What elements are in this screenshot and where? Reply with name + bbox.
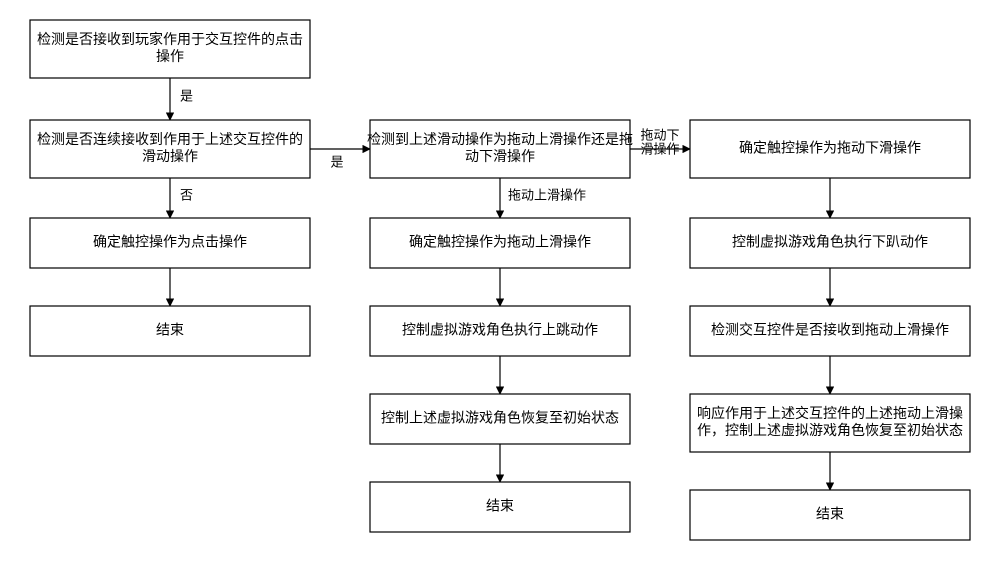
flow-node-a4: 结束 (30, 306, 310, 356)
flow-node-a1: 检测是否接收到玩家作用于交互控件的点击操作 (30, 20, 310, 78)
flow-node-text: 响应作用于上述交互控件的上述拖动上滑操 (697, 405, 963, 421)
flow-edge-label: 滑操作 (640, 141, 679, 156)
flow-node-text: 动下滑操作 (465, 148, 535, 164)
flow-node-c4: 响应作用于上述交互控件的上述拖动上滑操作，控制上述虚拟游戏角色恢复至初始状态 (690, 394, 970, 452)
flow-edge-label: 是 (330, 154, 343, 169)
flow-node-b3: 控制虚拟游戏角色执行上跳动作 (370, 306, 630, 356)
flow-node-text: 检测交互控件是否接收到拖动上滑操作 (711, 322, 949, 338)
flowchart-canvas: 是否是拖动上滑操作拖动下滑操作 检测是否接收到玩家作用于交互控件的点击操作检测是… (0, 0, 1000, 566)
flow-node-text: 操作 (156, 48, 184, 64)
flow-edge-label: 是 (180, 88, 193, 103)
flow-node-text: 控制虚拟游戏角色执行上跳动作 (402, 322, 598, 338)
flow-node-b2: 确定触控操作为拖动上滑操作 (370, 218, 630, 268)
flow-node-a2: 检测是否连续接收到作用于上述交互控件的滑动操作 (30, 120, 310, 178)
flow-node-c2: 控制虚拟游戏角色执行下趴动作 (690, 218, 970, 268)
flow-node-text: 控制虚拟游戏角色执行下趴动作 (732, 234, 928, 250)
flow-edge-label: 否 (180, 187, 193, 202)
flow-node-c3: 检测交互控件是否接收到拖动上滑操作 (690, 306, 970, 356)
flow-node-c1: 确定触控操作为拖动下滑操作 (690, 120, 970, 178)
flow-node-text: 确定触控操作为点击操作 (93, 234, 247, 250)
flow-node-text: 检测是否接收到玩家作用于交互控件的点击 (37, 31, 303, 47)
flow-node-b4: 控制上述虚拟游戏角色恢复至初始状态 (370, 394, 630, 444)
flow-node-text: 结束 (156, 322, 184, 338)
flow-node-text: 检测到上述滑动操作为拖动上滑操作还是拖 (367, 131, 633, 147)
flow-node-text: 结束 (816, 506, 844, 522)
flow-node-a3: 确定触控操作为点击操作 (30, 218, 310, 268)
flow-node-text: 结束 (486, 498, 514, 514)
flow-node-text: 确定触控操作为拖动上滑操作 (409, 234, 591, 250)
flow-node-text: 控制上述虚拟游戏角色恢复至初始状态 (381, 410, 619, 426)
flow-node-text: 作，控制上述虚拟游戏角色恢复至初始状态 (697, 422, 963, 438)
flow-edge-label: 拖动上滑操作 (508, 187, 586, 202)
flow-node-c5: 结束 (690, 490, 970, 540)
flow-node-text: 检测是否连续接收到作用于上述交互控件的 (37, 131, 303, 147)
flow-node-b5: 结束 (370, 482, 630, 532)
flow-node-text: 确定触控操作为拖动下滑操作 (739, 140, 921, 156)
flow-edge-label: 拖动下 (640, 127, 679, 142)
flow-node-text: 滑动操作 (142, 148, 198, 164)
flow-node-b1: 检测到上述滑动操作为拖动上滑操作还是拖动下滑操作 (367, 120, 633, 178)
